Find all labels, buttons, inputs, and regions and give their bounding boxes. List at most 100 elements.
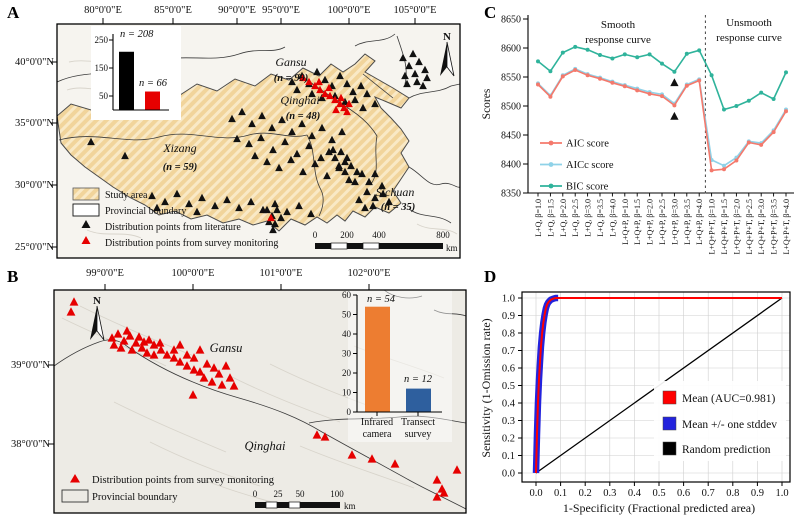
- province-border: [58, 132, 308, 141]
- survey-point: [182, 361, 192, 370]
- c-data-point: [684, 83, 689, 88]
- literature-point: [317, 153, 325, 162]
- c-data-point: [598, 76, 602, 81]
- b-y-tick-label: 38°0'0"N: [11, 439, 50, 450]
- legend-d-item: Random prediction: [682, 444, 771, 456]
- literature-point: [313, 67, 321, 76]
- c-data-point: [573, 68, 578, 73]
- c-y-tick: 8550: [501, 73, 521, 84]
- literature-point: [153, 203, 161, 212]
- c-x-tick: L+Q+P+T, β=3.0: [757, 199, 766, 255]
- d-y-axis-title: Sensitivity (1-Omission rate): [479, 318, 493, 457]
- survey-point: [345, 99, 353, 108]
- legend-a-item: Study area: [105, 190, 148, 201]
- b-y-tick-label: 39°0'0"N: [11, 360, 50, 371]
- legend-c-item: AICc score: [566, 160, 614, 171]
- literature-point: [268, 123, 276, 132]
- d-x-axis-title: 1-Specificity (Fractional predicted area…: [563, 501, 755, 515]
- inset-b-bar2-label: n = 12: [404, 374, 433, 385]
- c-x-tick: L+Q+P, β=3.0: [670, 199, 679, 245]
- survey-point: [116, 343, 126, 352]
- b-x-tick-label: 99°0'0"E: [86, 268, 124, 279]
- d-y-tick: 0.4: [502, 399, 516, 410]
- a-y-tick-label: 35°0'0"N: [15, 118, 54, 129]
- literature-point: [148, 191, 156, 200]
- inset-b-cat2: Transect: [401, 417, 435, 428]
- literature-point: [271, 219, 279, 228]
- b-x-tick-label: 102°0'0"E: [347, 268, 390, 279]
- survey-point: [113, 329, 123, 338]
- literature-point: [341, 167, 349, 176]
- province-border: [408, 83, 460, 99]
- survey-point: [127, 345, 137, 354]
- a-x-tick-label: 95°0'0"E: [262, 5, 300, 16]
- a-x-tick-label: 105°0'0"E: [393, 5, 436, 16]
- literature-point: [321, 75, 329, 84]
- survey-point: [107, 333, 117, 342]
- d-x-tick: 0.8: [726, 488, 739, 499]
- mean-curve-swatch: [662, 390, 677, 405]
- inset-b-cat1b: camera: [363, 429, 392, 440]
- literature-point: [257, 133, 265, 142]
- literature-point: [363, 187, 371, 196]
- literature-point: [343, 79, 351, 88]
- province-border: [354, 33, 396, 47]
- literature-point: [311, 159, 319, 168]
- literature-point: [399, 53, 407, 62]
- d-y-tick: 0.3: [502, 416, 515, 427]
- inset-b-ytick: 50: [342, 310, 352, 320]
- scale-b-100: 100: [330, 489, 344, 499]
- literature-point: [329, 145, 337, 154]
- literature-point: [331, 91, 339, 100]
- scale-b-0: 0: [253, 489, 258, 499]
- literature-point: [283, 207, 291, 216]
- literature-point: [233, 134, 241, 143]
- inset-a-bar: [145, 91, 160, 110]
- c-x-tick: L+Q+P+T, β=2.0: [732, 199, 741, 255]
- literature-point: [369, 201, 377, 210]
- d-x-tick: 0.6: [677, 488, 690, 499]
- survey-point: [125, 331, 135, 340]
- c-data-point: [622, 84, 627, 89]
- region-count-qinghai: (n = 48): [286, 111, 321, 122]
- scale-bar-a: 0 200 400 800 km: [313, 230, 458, 253]
- literature-point: [293, 149, 301, 158]
- region-label-qinghai: Qinghai: [280, 93, 319, 107]
- c-data-point: [548, 69, 553, 74]
- survey-point: [267, 213, 275, 222]
- literature-point: [411, 69, 419, 78]
- region-label-gansu: Gansu: [275, 55, 306, 69]
- c-x-tick: L+Q+P, β=2.0: [646, 199, 655, 245]
- survey-point: [390, 459, 400, 468]
- inset-b-ytick: 10: [342, 388, 352, 398]
- survey-point: [311, 81, 319, 90]
- literature-point: [363, 89, 371, 98]
- literature-point: [235, 203, 243, 212]
- literature-point: [288, 77, 296, 86]
- inset-a-ytick: 50: [99, 91, 109, 101]
- survey-point: [189, 353, 199, 362]
- legend-b: Distribution points from survey monitori…: [61, 474, 275, 503]
- inset-b-ytick: 0: [347, 407, 352, 417]
- c-annotation-unsmooth2: response curve: [716, 32, 782, 44]
- literature-point: [347, 161, 355, 170]
- province-border: [408, 166, 460, 188]
- literature-point: [415, 57, 423, 66]
- inset-a-bar: [119, 51, 134, 110]
- legend-a-item: Provincial boundary: [105, 206, 186, 217]
- c-x-tick: L+Q+P+T, β=4.0: [782, 199, 791, 255]
- random-prediction-swatch: [662, 441, 677, 456]
- survey-point: [131, 338, 141, 347]
- legend-c-item: BIC score: [566, 182, 609, 193]
- scale-a-0: 0: [313, 230, 318, 240]
- literature-point: [349, 87, 357, 96]
- b-x-tick-label: 100°0'0"E: [171, 268, 214, 279]
- literature-point: [287, 155, 295, 164]
- north-letter-a: N: [443, 31, 451, 43]
- d-x-tick: 0.1: [554, 488, 567, 499]
- c-data-point: [598, 52, 602, 57]
- inset-b-cat2b: survey: [405, 429, 432, 440]
- survey-point: [432, 492, 442, 501]
- c-data-point: [635, 88, 640, 93]
